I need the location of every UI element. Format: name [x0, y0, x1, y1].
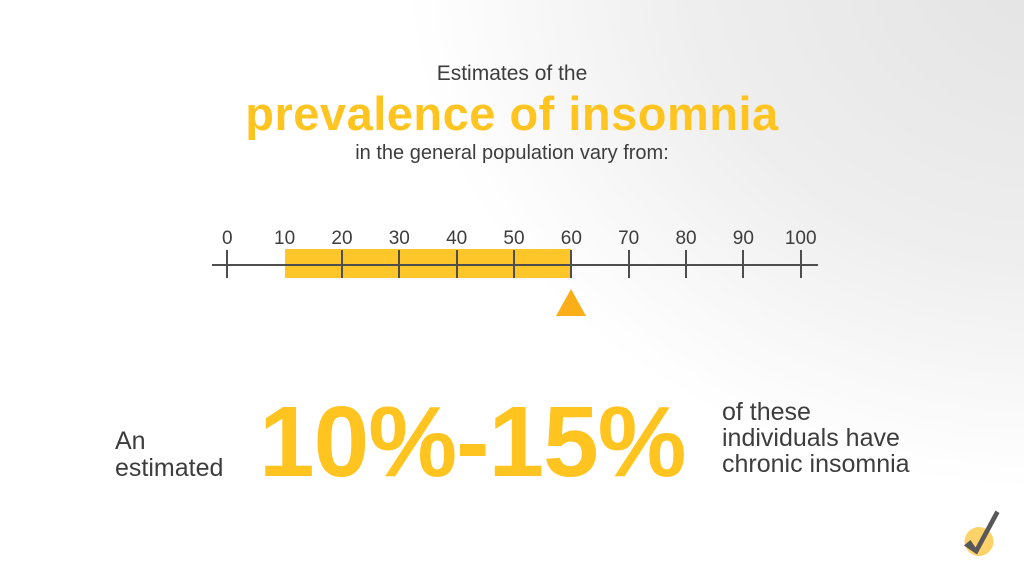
tick-label: 30: [388, 228, 410, 249]
stat-suffix-line-3: chronic insomnia: [722, 450, 910, 478]
tick-mark: [570, 250, 573, 278]
title-highlight: prevalence of insomnia: [245, 87, 779, 140]
tick-mark: [226, 250, 229, 278]
tick-mark: [340, 250, 343, 278]
stat-prefix-line-2: estimated: [115, 454, 224, 482]
tick-label: 20: [331, 228, 353, 249]
logo-checkmark: [964, 510, 1000, 555]
stat-value: 10%-15%: [259, 386, 687, 498]
tick-mark: [455, 250, 458, 278]
tick-mark: [513, 250, 515, 278]
tick-label: 60: [560, 228, 582, 249]
tick-label: 70: [618, 228, 640, 249]
tick-mark: [799, 250, 802, 278]
tick-label: 50: [503, 228, 525, 249]
axis-line: [212, 264, 818, 266]
tick-label: 80: [675, 228, 697, 249]
range-band: [284, 249, 572, 278]
tick-label: 40: [446, 228, 468, 249]
marker-triangle-icon: [556, 289, 587, 316]
tick-label: 100: [784, 228, 817, 249]
stat-suffix-line-1: of these: [722, 398, 811, 426]
stat-prefix-line-1: An: [115, 427, 146, 455]
tick-label: 90: [732, 228, 754, 249]
tick-mark: [742, 250, 745, 278]
title-line-3: in the general population vary from:: [355, 142, 669, 164]
stat-prefix: An estimated: [115, 428, 223, 482]
title-line-1: Estimates of the: [436, 62, 588, 85]
stat-suffix-line-2: individuals have: [722, 424, 900, 452]
tick-mark: [685, 250, 688, 278]
check-circle-icon: [964, 510, 1000, 556]
stat-suffix: of these individuals have chronic insomn…: [722, 399, 910, 477]
tick-mark: [398, 250, 401, 278]
tick-mark: [627, 250, 630, 278]
tick-label: 0: [222, 228, 233, 249]
tick-label: 10: [274, 228, 296, 249]
